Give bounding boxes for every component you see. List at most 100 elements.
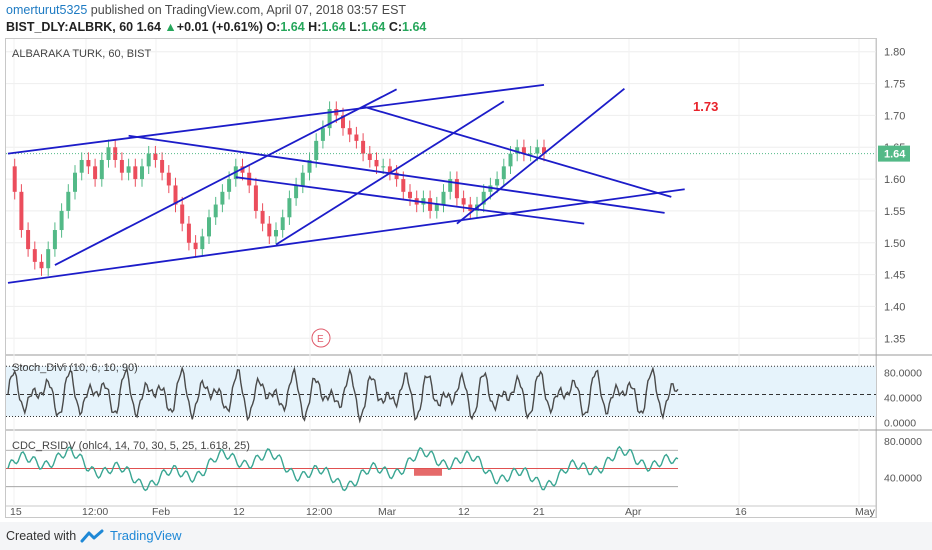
candle-body: [287, 198, 292, 218]
candle-body: [52, 230, 57, 250]
created-with-text: Created with: [6, 529, 77, 543]
candle-body: [46, 249, 51, 269]
open-value: 1.64: [280, 20, 305, 34]
time-tick-label: May: [855, 506, 876, 518]
candle-body: [448, 179, 453, 192]
symbol-name: BIST_DLY:ALBRK, 60: [6, 20, 134, 34]
candle-body: [495, 179, 500, 186]
earnings-marker-icon: [311, 328, 331, 348]
stoch-tick-label: 40.0000: [884, 393, 922, 405]
symbol-info: BIST_DLY:ALBRK, 60 1.64 ▲+0.01 (+0.61%) …: [6, 20, 426, 34]
candle-body: [361, 140, 366, 154]
tradingview-logo-icon[interactable]: [80, 529, 104, 543]
candle-body: [180, 204, 185, 224]
candle-body: [481, 191, 486, 205]
chart-title: ALBARAKA TURK, 60, BIST: [12, 48, 151, 60]
candle-body: [32, 249, 37, 262]
candle-body: [227, 179, 232, 192]
trendline: [456, 87, 625, 225]
candle-body: [267, 223, 272, 237]
candle-body: [461, 198, 466, 205]
candle-body: [314, 140, 319, 160]
candle-body: [294, 185, 299, 199]
rsi-divergence-fill: [414, 468, 442, 476]
price-tick-label: 1.55: [884, 206, 905, 218]
candle-body: [173, 185, 178, 205]
time-tick-label: 16: [735, 506, 747, 518]
time-tick-label: 12:00: [82, 506, 108, 518]
candle-body: [280, 217, 285, 231]
price-tick-label: 1.75: [884, 79, 905, 91]
chart-header: omerturut5325 published on TradingView.c…: [0, 0, 932, 38]
candle-body: [253, 185, 258, 211]
rsi-line: [7, 445, 679, 492]
candle-body: [160, 159, 165, 173]
candle-body: [186, 223, 191, 243]
candle-body: [535, 147, 540, 154]
close-value: 1.64: [402, 20, 427, 34]
candle-body: [428, 198, 433, 211]
footer: Created with TradingView: [0, 522, 932, 550]
price-tick-label: 1.70: [884, 110, 905, 122]
publish-text: published on TradingView.com, April 07, …: [87, 3, 407, 17]
rsi-tick-label: 80.0000: [884, 436, 922, 448]
publish-info: omerturut5325 published on TradingView.c…: [6, 3, 406, 17]
candle-body: [434, 204, 439, 211]
candle-body: [193, 242, 198, 250]
author-link[interactable]: omerturut5325: [6, 3, 88, 17]
time-tick-label: 12: [233, 506, 245, 518]
last-price-badge: [878, 145, 910, 162]
rsi-tick-label: 40.0000: [884, 473, 922, 485]
candle-body: [93, 166, 98, 180]
candle-body: [347, 128, 352, 135]
trendline: [235, 176, 585, 225]
close-label: C:: [388, 20, 403, 34]
candle-body: [119, 159, 124, 173]
low-label: L:: [349, 20, 362, 34]
price-change: +0.01 (+0.61%): [176, 20, 263, 34]
candle-body: [300, 172, 305, 186]
time-tick-label: 12: [458, 506, 470, 518]
candle-body: [515, 147, 520, 154]
up-arrow-icon: ▲: [164, 20, 177, 34]
candle-body: [441, 191, 446, 205]
candle-body: [39, 261, 44, 269]
price-tick-label: 1.40: [884, 301, 905, 313]
time-tick-label: 12:00: [306, 506, 332, 518]
time-tick-label: Apr: [625, 506, 642, 518]
last-price: 1.64: [136, 20, 161, 34]
candle-body: [274, 230, 278, 237]
candle-body: [381, 166, 386, 168]
candle-body: [341, 115, 345, 129]
candle-body: [387, 166, 392, 173]
candle-body: [354, 134, 359, 141]
candle-body: [542, 147, 546, 154]
candle-body: [66, 191, 71, 211]
candle-body: [79, 159, 84, 173]
candle-body: [213, 204, 218, 218]
target-annotation: 1.73: [693, 99, 718, 114]
candle-body: [140, 166, 144, 180]
candle-body: [59, 210, 64, 231]
price-tick-label: 1.60: [884, 174, 905, 186]
tradingview-brand-link[interactable]: TradingView: [110, 528, 182, 543]
earnings-marker-label: E: [317, 334, 324, 345]
time-tick-label: 21: [533, 506, 545, 518]
price-tick-label: 1.45: [884, 270, 905, 282]
trendline: [128, 134, 665, 214]
candle-body: [133, 166, 138, 180]
candle-body: [26, 230, 31, 250]
candle-body: [521, 147, 526, 154]
candle-body: [528, 153, 533, 155]
candle-body: [320, 128, 325, 141]
candle-body: [454, 179, 459, 199]
rsi-title: CDC_RSIDV (ohlc4, 14, 70, 30, 5, 25, 1.6…: [12, 440, 250, 452]
candle-body: [146, 153, 151, 167]
low-value: 1.64: [361, 20, 386, 34]
trendline: [7, 83, 545, 155]
stoch-tick-label: 80.0000: [884, 368, 922, 380]
candle-body: [374, 159, 379, 167]
stoch-line: [7, 365, 679, 424]
stoch-tick-label: 0.0000: [884, 418, 916, 430]
